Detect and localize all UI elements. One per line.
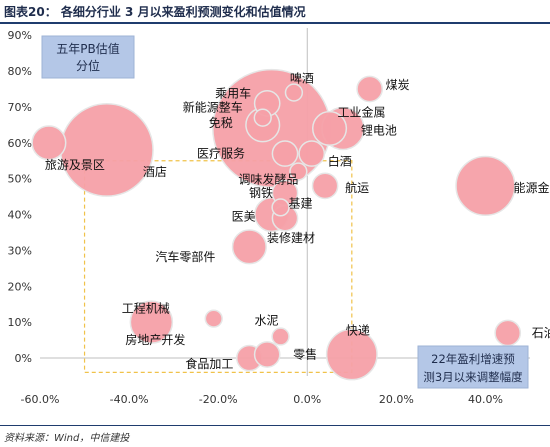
y-axis-note-line: 分位 — [76, 58, 100, 73]
bubble-point — [231, 229, 267, 265]
bubble-point — [289, 162, 308, 181]
bubble-point — [204, 309, 223, 328]
bubble-point — [284, 83, 304, 102]
y-tick-label: 70% — [8, 101, 32, 114]
point-label: 医疗服务 — [197, 146, 245, 161]
y-tick-label: 50% — [8, 173, 32, 186]
point-label: 乘用车 — [215, 85, 251, 100]
point-label: 石油 — [532, 326, 550, 340]
point-label: 工程机械 — [122, 301, 170, 316]
point-label: 免税 — [209, 115, 233, 130]
bubble-point — [356, 75, 383, 103]
point-label: 水泥 — [255, 314, 279, 328]
source-note: 资料来源：Wind，中信建投 — [4, 433, 130, 444]
scatter-chart: 0% 10% 20% 30% 40% 50% 60% 70% 80% 90% -60.0% -40.0… — [8, 28, 550, 406]
bubble-point — [271, 327, 290, 346]
bubble-point — [494, 319, 522, 347]
y-tick-label: 60% — [8, 137, 32, 150]
x-axis-note-line: 22年盈利增速预 — [431, 352, 515, 366]
bubble-point — [253, 108, 272, 127]
point-label: 航运 — [345, 180, 369, 195]
x-tick-label: 40.0% — [468, 393, 503, 406]
bubble-point — [311, 172, 339, 200]
x-tick-label: 0.0% — [293, 393, 321, 406]
y-axis-note-box — [41, 35, 135, 79]
point-label: 酒店 — [143, 165, 167, 179]
point-label: 钢铁 — [249, 186, 273, 200]
x-tick-label: -60.0% — [21, 393, 60, 406]
y-tick-label: 30% — [8, 244, 32, 257]
bubble-point — [311, 110, 348, 147]
point-label: 煤炭 — [386, 78, 410, 92]
point-label: 白酒 — [328, 154, 352, 169]
point-label: 装修建材 — [267, 230, 315, 245]
x-axis-note-box — [417, 345, 529, 389]
figure-title: 图表20： 各细分行业 3 月以来盈利预测变化和估值情况 — [4, 5, 306, 19]
bubble-point — [455, 155, 516, 217]
point-label: 食品加工 — [185, 356, 233, 371]
point-label: 快递 — [346, 323, 370, 337]
x-tick-label: -20.0% — [199, 393, 238, 406]
point-label: 调味发酵品 — [238, 172, 298, 187]
x-tick-label: -40.0% — [110, 393, 149, 406]
point-label: 医美 — [232, 210, 256, 224]
y-axis-note-line: 五年PB估值 — [56, 41, 119, 56]
point-label: 汽车零部件 — [155, 249, 215, 264]
point-label: 啤酒 — [290, 71, 314, 86]
y-tick-label: 80% — [8, 65, 32, 78]
bubble-point — [298, 140, 326, 167]
point-label: 能源金属 — [513, 180, 550, 195]
y-tick-label: 40% — [8, 209, 32, 222]
footer-rule — [0, 425, 550, 426]
point-label: 锂电池 — [361, 122, 397, 137]
bubble-point — [325, 328, 378, 381]
bubble-point — [253, 341, 281, 368]
point-label: 房地产开发 — [125, 332, 185, 347]
x-tick-label: 20.0% — [379, 393, 414, 406]
y-tick-label: 20% — [8, 280, 32, 293]
figure-header: 图表20： 各细分行业 3 月以来盈利预测变化和估值情况 — [0, 0, 550, 24]
bubble-point — [271, 198, 290, 217]
y-tick-label: 90% — [8, 29, 32, 42]
highlight-box — [83, 160, 353, 374]
y-tick-label: 0% — [15, 352, 32, 365]
bubble-point — [129, 300, 174, 344]
y-tick-label: 10% — [8, 316, 32, 329]
point-label: 工业金属 — [338, 104, 386, 119]
point-label: 零售 — [293, 346, 317, 361]
point-label: 新能源整车 — [183, 100, 243, 115]
bubble-point — [271, 140, 299, 167]
bubble-point — [31, 125, 67, 161]
x-axis-note-line: 测3月以来调整幅度 — [423, 370, 523, 384]
header-rule — [0, 22, 550, 24]
bubble-point — [59, 103, 154, 197]
point-label: 基建 — [289, 196, 313, 210]
point-label: 旅游及景区 — [45, 158, 105, 172]
